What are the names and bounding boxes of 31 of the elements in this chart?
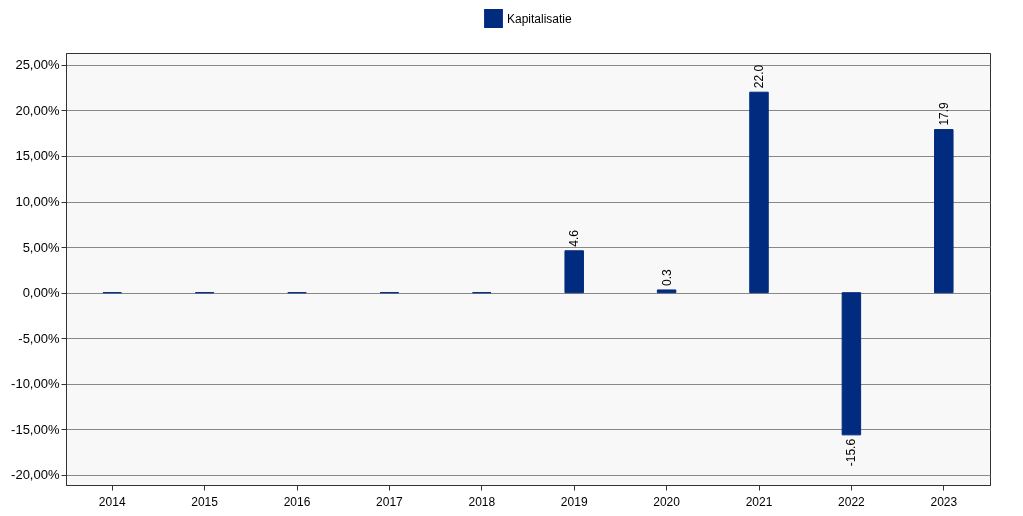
text: 4.6 xyxy=(567,230,582,247)
y-tick-label: 15,00% xyxy=(15,148,60,164)
legend-label: Kapitalisatie xyxy=(507,11,573,26)
y-tick-label: -10,00% xyxy=(11,376,60,392)
y-tick-label: 20,00% xyxy=(15,102,60,118)
bar xyxy=(656,289,677,294)
y-tick-label: 5,00% xyxy=(22,239,60,255)
y-tick-label: -15,00% xyxy=(11,421,60,437)
text: 17.9 xyxy=(936,102,951,126)
bar xyxy=(564,250,584,294)
x-tick-label: 2018 xyxy=(468,494,496,509)
x-tick-label: 2023 xyxy=(930,494,958,509)
x-tick-label: 2014 xyxy=(98,494,126,509)
bar xyxy=(841,292,862,436)
x-tick-label: 2016 xyxy=(283,494,311,509)
x-tick-label: 2019 xyxy=(560,494,588,509)
y-tick-label: 0,00% xyxy=(22,285,60,301)
x-tick-label: 2017 xyxy=(376,494,404,509)
y-tick-label: 10,00% xyxy=(15,194,60,210)
x-tick-label: 2021 xyxy=(745,494,773,509)
x-tick-label: 2020 xyxy=(653,494,681,509)
text: 22.0 xyxy=(752,64,766,89)
bar xyxy=(749,91,769,294)
y-tick-label: -5,00% xyxy=(18,330,60,346)
x-tick-label: 2015 xyxy=(191,494,219,509)
x-tick-label: 2022 xyxy=(838,494,866,509)
text: -15.6 xyxy=(844,438,859,467)
text: 0.3 xyxy=(659,269,674,286)
y-tick-label: 25,00% xyxy=(15,57,60,73)
y-tick-label: -20,00% xyxy=(11,467,60,483)
bar xyxy=(934,129,954,294)
